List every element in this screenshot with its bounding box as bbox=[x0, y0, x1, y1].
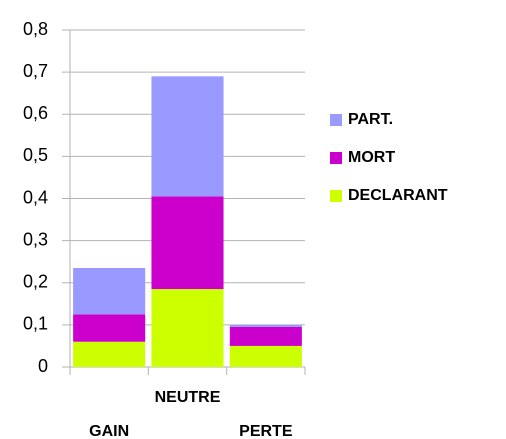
legend-label: MORT bbox=[348, 149, 395, 166]
bar-segment bbox=[229, 326, 302, 346]
x-tick-label: GAIN bbox=[89, 423, 129, 439]
y-tick-label: 0,6 bbox=[23, 103, 48, 123]
legend-swatch bbox=[330, 190, 342, 202]
bar-segment bbox=[73, 268, 146, 315]
legend-swatch bbox=[330, 114, 342, 126]
bar-segment bbox=[73, 314, 146, 342]
bar-segment bbox=[151, 289, 224, 367]
bar-segment bbox=[229, 345, 302, 367]
x-tick-label: PERTE bbox=[239, 423, 293, 439]
y-tick-label: 0 bbox=[38, 356, 48, 376]
bar-segment bbox=[151, 76, 224, 197]
y-tick-label: 0,5 bbox=[23, 145, 48, 165]
y-tick-label: 0,8 bbox=[23, 19, 48, 39]
legend-label: DECLARANT bbox=[348, 187, 448, 204]
y-tick-label: 0,2 bbox=[23, 272, 48, 292]
bar-segment bbox=[229, 324, 302, 327]
y-tick-label: 0,7 bbox=[23, 61, 48, 81]
bar-segment bbox=[73, 341, 146, 367]
bar-segment bbox=[151, 196, 224, 290]
legend-label: PART. bbox=[348, 111, 393, 128]
y-tick-label: 0,1 bbox=[23, 314, 48, 334]
y-tick-label: 0,3 bbox=[23, 229, 48, 249]
y-tick-label: 0,4 bbox=[23, 187, 48, 207]
x-tick-label: NEUTRE bbox=[155, 389, 221, 406]
legend-swatch bbox=[330, 152, 342, 164]
